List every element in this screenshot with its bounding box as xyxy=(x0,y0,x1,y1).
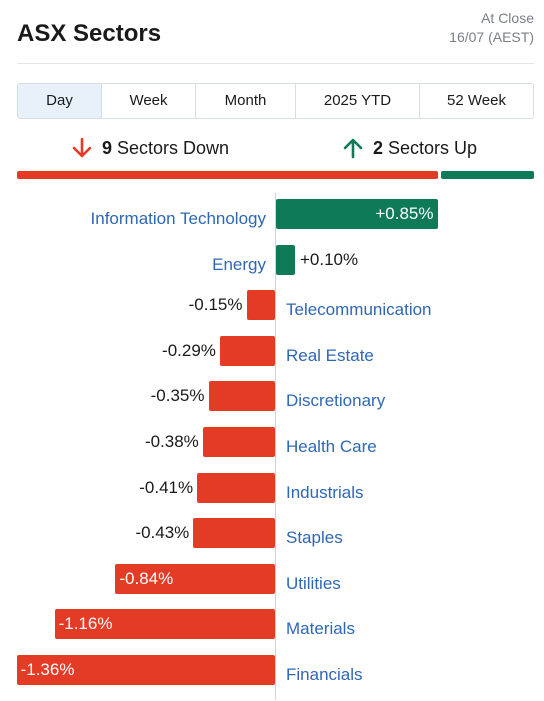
period-tabs: Day Week Month 2025 YTD 52 Week xyxy=(17,83,534,119)
page-title: ASX Sectors xyxy=(17,20,162,47)
bar-energy xyxy=(276,245,295,275)
bar-real-estate xyxy=(219,336,275,366)
sector-link-telecommunication[interactable]: Telecommunication xyxy=(286,300,432,319)
sector-link-industrials[interactable]: Industrials xyxy=(286,483,364,502)
arrow-down-icon xyxy=(72,137,92,158)
market-status-date: 16/07 (AEST) xyxy=(449,29,534,45)
value-label-energy: +0.10% xyxy=(300,250,359,269)
sector-link-health-care[interactable]: Health Care xyxy=(286,437,377,456)
sector-link-discretionary[interactable]: Discretionary xyxy=(286,391,386,410)
value-label-telecommunication: -0.15% xyxy=(188,295,243,314)
value-label-utilities: -0.84% xyxy=(119,569,174,588)
value-label-health-care: -0.38% xyxy=(144,432,199,451)
sector-link-utilities[interactable]: Utilities xyxy=(286,574,341,593)
bar-health-care xyxy=(202,427,275,457)
bar-financials xyxy=(16,655,275,685)
sectors-up-ratio-bar xyxy=(441,171,534,179)
sector-link-financials[interactable]: Financials xyxy=(286,665,363,684)
sectors-down-count: 9 xyxy=(102,137,113,158)
sectors-down-summary: 9 Sectors Down xyxy=(72,137,229,159)
sector-link-information-technology[interactable]: Information Technology xyxy=(90,209,266,228)
value-label-real-estate: -0.29% xyxy=(162,341,216,360)
market-status-line: At Close xyxy=(481,10,534,26)
bar-industrials xyxy=(197,473,275,503)
value-label-industrials: -0.41% xyxy=(139,478,194,497)
sector-link-staples[interactable]: Staples xyxy=(286,528,343,547)
sectors-up-count: 2 xyxy=(373,137,384,158)
bar-materials xyxy=(54,609,275,639)
sectors-down-ratio-bar xyxy=(17,171,438,179)
bar-staples xyxy=(193,518,275,548)
arrow-up-icon xyxy=(343,138,363,159)
header-divider xyxy=(17,63,534,64)
sector-link-real-estate[interactable]: Real Estate xyxy=(286,346,374,365)
bar-discretionary xyxy=(208,381,275,411)
market-status: At Close 16/07 (AEST) xyxy=(449,9,534,47)
tab-52-week[interactable]: 52 Week xyxy=(419,84,533,118)
tab-week[interactable]: Week xyxy=(101,84,195,118)
bar-telecommunication xyxy=(246,290,275,320)
sectors-up-summary: 2 Sectors Up xyxy=(343,137,477,159)
sector-link-materials[interactable]: Materials xyxy=(286,619,355,638)
value-label-staples: -0.43% xyxy=(135,523,190,542)
zero-axis-line xyxy=(275,193,276,700)
bar-information-technology xyxy=(276,199,438,229)
value-label-financials: -1.36% xyxy=(20,660,75,679)
tab-day[interactable]: Day xyxy=(18,84,101,118)
bar-utilities xyxy=(115,564,275,594)
sectors-down-label: Sectors Down xyxy=(117,137,230,158)
value-label-information-technology: +0.85% xyxy=(375,204,434,223)
tab-2025-ytd[interactable]: 2025 YTD xyxy=(295,84,419,118)
tab-month[interactable]: Month xyxy=(195,84,295,118)
sector-link-energy[interactable]: Energy xyxy=(212,255,266,274)
value-label-discretionary: -0.35% xyxy=(150,386,205,405)
sectors-up-label: Sectors Up xyxy=(388,137,478,158)
value-label-materials: -1.16% xyxy=(58,614,113,633)
